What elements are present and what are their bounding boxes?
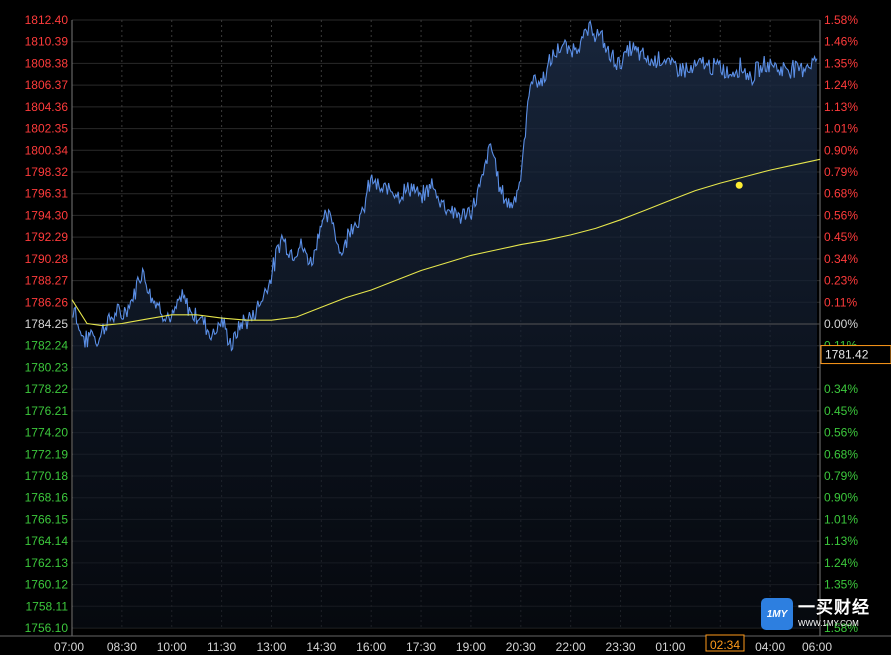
time-tick-label: 01:00: [655, 640, 685, 654]
price-tick-label: 1798.32: [25, 165, 69, 179]
time-tick-label: 04:00: [755, 640, 785, 654]
average-price-line: [71, 158, 821, 327]
price-tick-label: 1784.25: [25, 317, 69, 331]
percent-tick-label: 0.56%: [824, 208, 858, 222]
price-tick-label: 1782.24: [25, 339, 69, 353]
time-tick-label: 13:00: [256, 640, 286, 654]
percent-tick-label: 1.35%: [824, 578, 858, 592]
percent-tick-label: 1.24%: [824, 556, 858, 570]
price-tick-label: 1762.13: [25, 556, 69, 570]
price-tick-label: 1794.30: [25, 208, 69, 222]
percent-tick-label: 1.13%: [824, 534, 858, 548]
price-area-fill: [73, 21, 817, 629]
percent-tick-label: 0.56%: [824, 426, 858, 440]
price-tick-label: 1756.10: [25, 621, 69, 635]
percent-tick-label: 0.45%: [824, 404, 858, 418]
time-tick-label: 22:00: [556, 640, 586, 654]
percent-tick-label: 0.34%: [824, 252, 858, 266]
series-lines: [71, 19, 821, 352]
percent-tick-label: 1.35%: [824, 56, 858, 70]
price-tick-label: 1792.29: [25, 230, 69, 244]
price-tick-label: 1760.12: [25, 578, 69, 592]
percent-tick-label: 0.00%: [824, 317, 858, 331]
time-tick-label: 11:30: [207, 640, 236, 654]
percent-tick-label: 0.34%: [824, 382, 858, 396]
time-tick-label: 07:00: [54, 640, 84, 654]
price-tick-label: 1800.34: [25, 143, 69, 157]
price-tick-label: 1812.40: [25, 13, 69, 27]
crosshair-time-label: 02:34: [710, 638, 740, 652]
price-tick-label: 1766.15: [25, 512, 69, 526]
time-tick-label: 10:00: [157, 640, 187, 654]
time-tick-label: 08:30: [107, 640, 137, 654]
time-tick-label: 17:30: [406, 640, 436, 654]
price-tick-label: 1806.37: [25, 78, 69, 92]
brand-name: 一买财经: [798, 598, 870, 618]
time-tick-label: 16:00: [356, 640, 386, 654]
time-tick-label: 14:30: [306, 640, 336, 654]
percent-tick-label: 0.11%: [824, 295, 857, 309]
price-tick-label: 1758.11: [26, 599, 69, 613]
percent-tick-label: 0.90%: [824, 143, 858, 157]
price-tick-label: 1780.23: [25, 360, 69, 374]
price-tick-label: 1768.16: [25, 491, 69, 505]
price-tick-label: 1774.20: [25, 426, 69, 440]
percent-tick-label: 0.68%: [824, 447, 858, 461]
price-tick-label: 1790.28: [25, 252, 69, 266]
percent-tick-label: 0.68%: [824, 187, 858, 201]
crosshair-time-box: [705, 634, 745, 652]
price-area: [73, 21, 817, 629]
time-tick-label: 06:00: [802, 640, 832, 654]
highlight-point: [735, 181, 743, 189]
price-tick-label: 1804.36: [25, 100, 69, 114]
percent-tick-label: 1.58%: [824, 621, 858, 635]
logo-text: 一买财经 WWW.1MY.COM: [798, 600, 870, 628]
price-tick-label: 1786.26: [25, 295, 69, 309]
brand-logo: 1MY 一买财经 WWW.1MY.COM: [761, 597, 889, 631]
percent-tick-label: 1.13%: [824, 100, 858, 114]
price-tick-label: 1776.21: [25, 404, 69, 418]
price-tick-label: 1764.14: [25, 534, 69, 548]
price-tick-label: 1810.39: [25, 35, 69, 49]
percent-tick-label: 1.46%: [824, 35, 858, 49]
price-line: [72, 19, 818, 352]
percent-tick-label: 0.79%: [824, 165, 858, 179]
price-axis-left: 1812.40 1810.39 1808.38 1806.37 1804.36 1802.…: [25, 13, 69, 635]
percent-tick-label: 0.45%: [824, 230, 858, 244]
time-tick-label: 20:30: [506, 640, 536, 654]
price-tick-label: 1796.31: [25, 187, 69, 201]
current-price-label: 1781.42: [825, 348, 869, 362]
price-tick-label: 1778.22: [25, 382, 69, 396]
time-tick-label: 19:00: [456, 640, 486, 654]
price-tick-label: 1770.18: [25, 469, 69, 483]
logo-badge-icon: 1MY: [761, 598, 793, 630]
percent-tick-label: 1.58%: [824, 13, 858, 27]
price-tick-label: 1802.35: [25, 122, 69, 136]
percent-tick-label: 0.23%: [824, 274, 858, 288]
time-axis: 07:00 08:30 10:00 11:30 13:00 14:30 16:00 17:30…: [54, 640, 832, 654]
percent-tick-label: 1.01%: [824, 122, 858, 136]
price-tick-label: 1772.19: [25, 447, 69, 461]
chart-overlay: 1781.42 02:34: [705, 181, 891, 652]
brand-url: WWW.1MY.COM: [798, 619, 859, 628]
percent-tick-label: 1.24%: [824, 78, 858, 92]
current-price-box: [820, 345, 891, 365]
percent-tick-label: 1.01%: [824, 512, 858, 526]
time-tick-label: 23:30: [606, 640, 636, 654]
percent-tick-label: 0.79%: [824, 469, 858, 483]
percent-tick-label: 0.90%: [824, 491, 858, 505]
percent-axis-right: 1.58% 1.46% 1.35% 1.24% 1.13% 1.01% 0.90% 0.79%…: [824, 13, 858, 635]
price-tick-label: 1808.38: [25, 56, 69, 70]
price-tick-label: 1788.27: [25, 274, 69, 288]
